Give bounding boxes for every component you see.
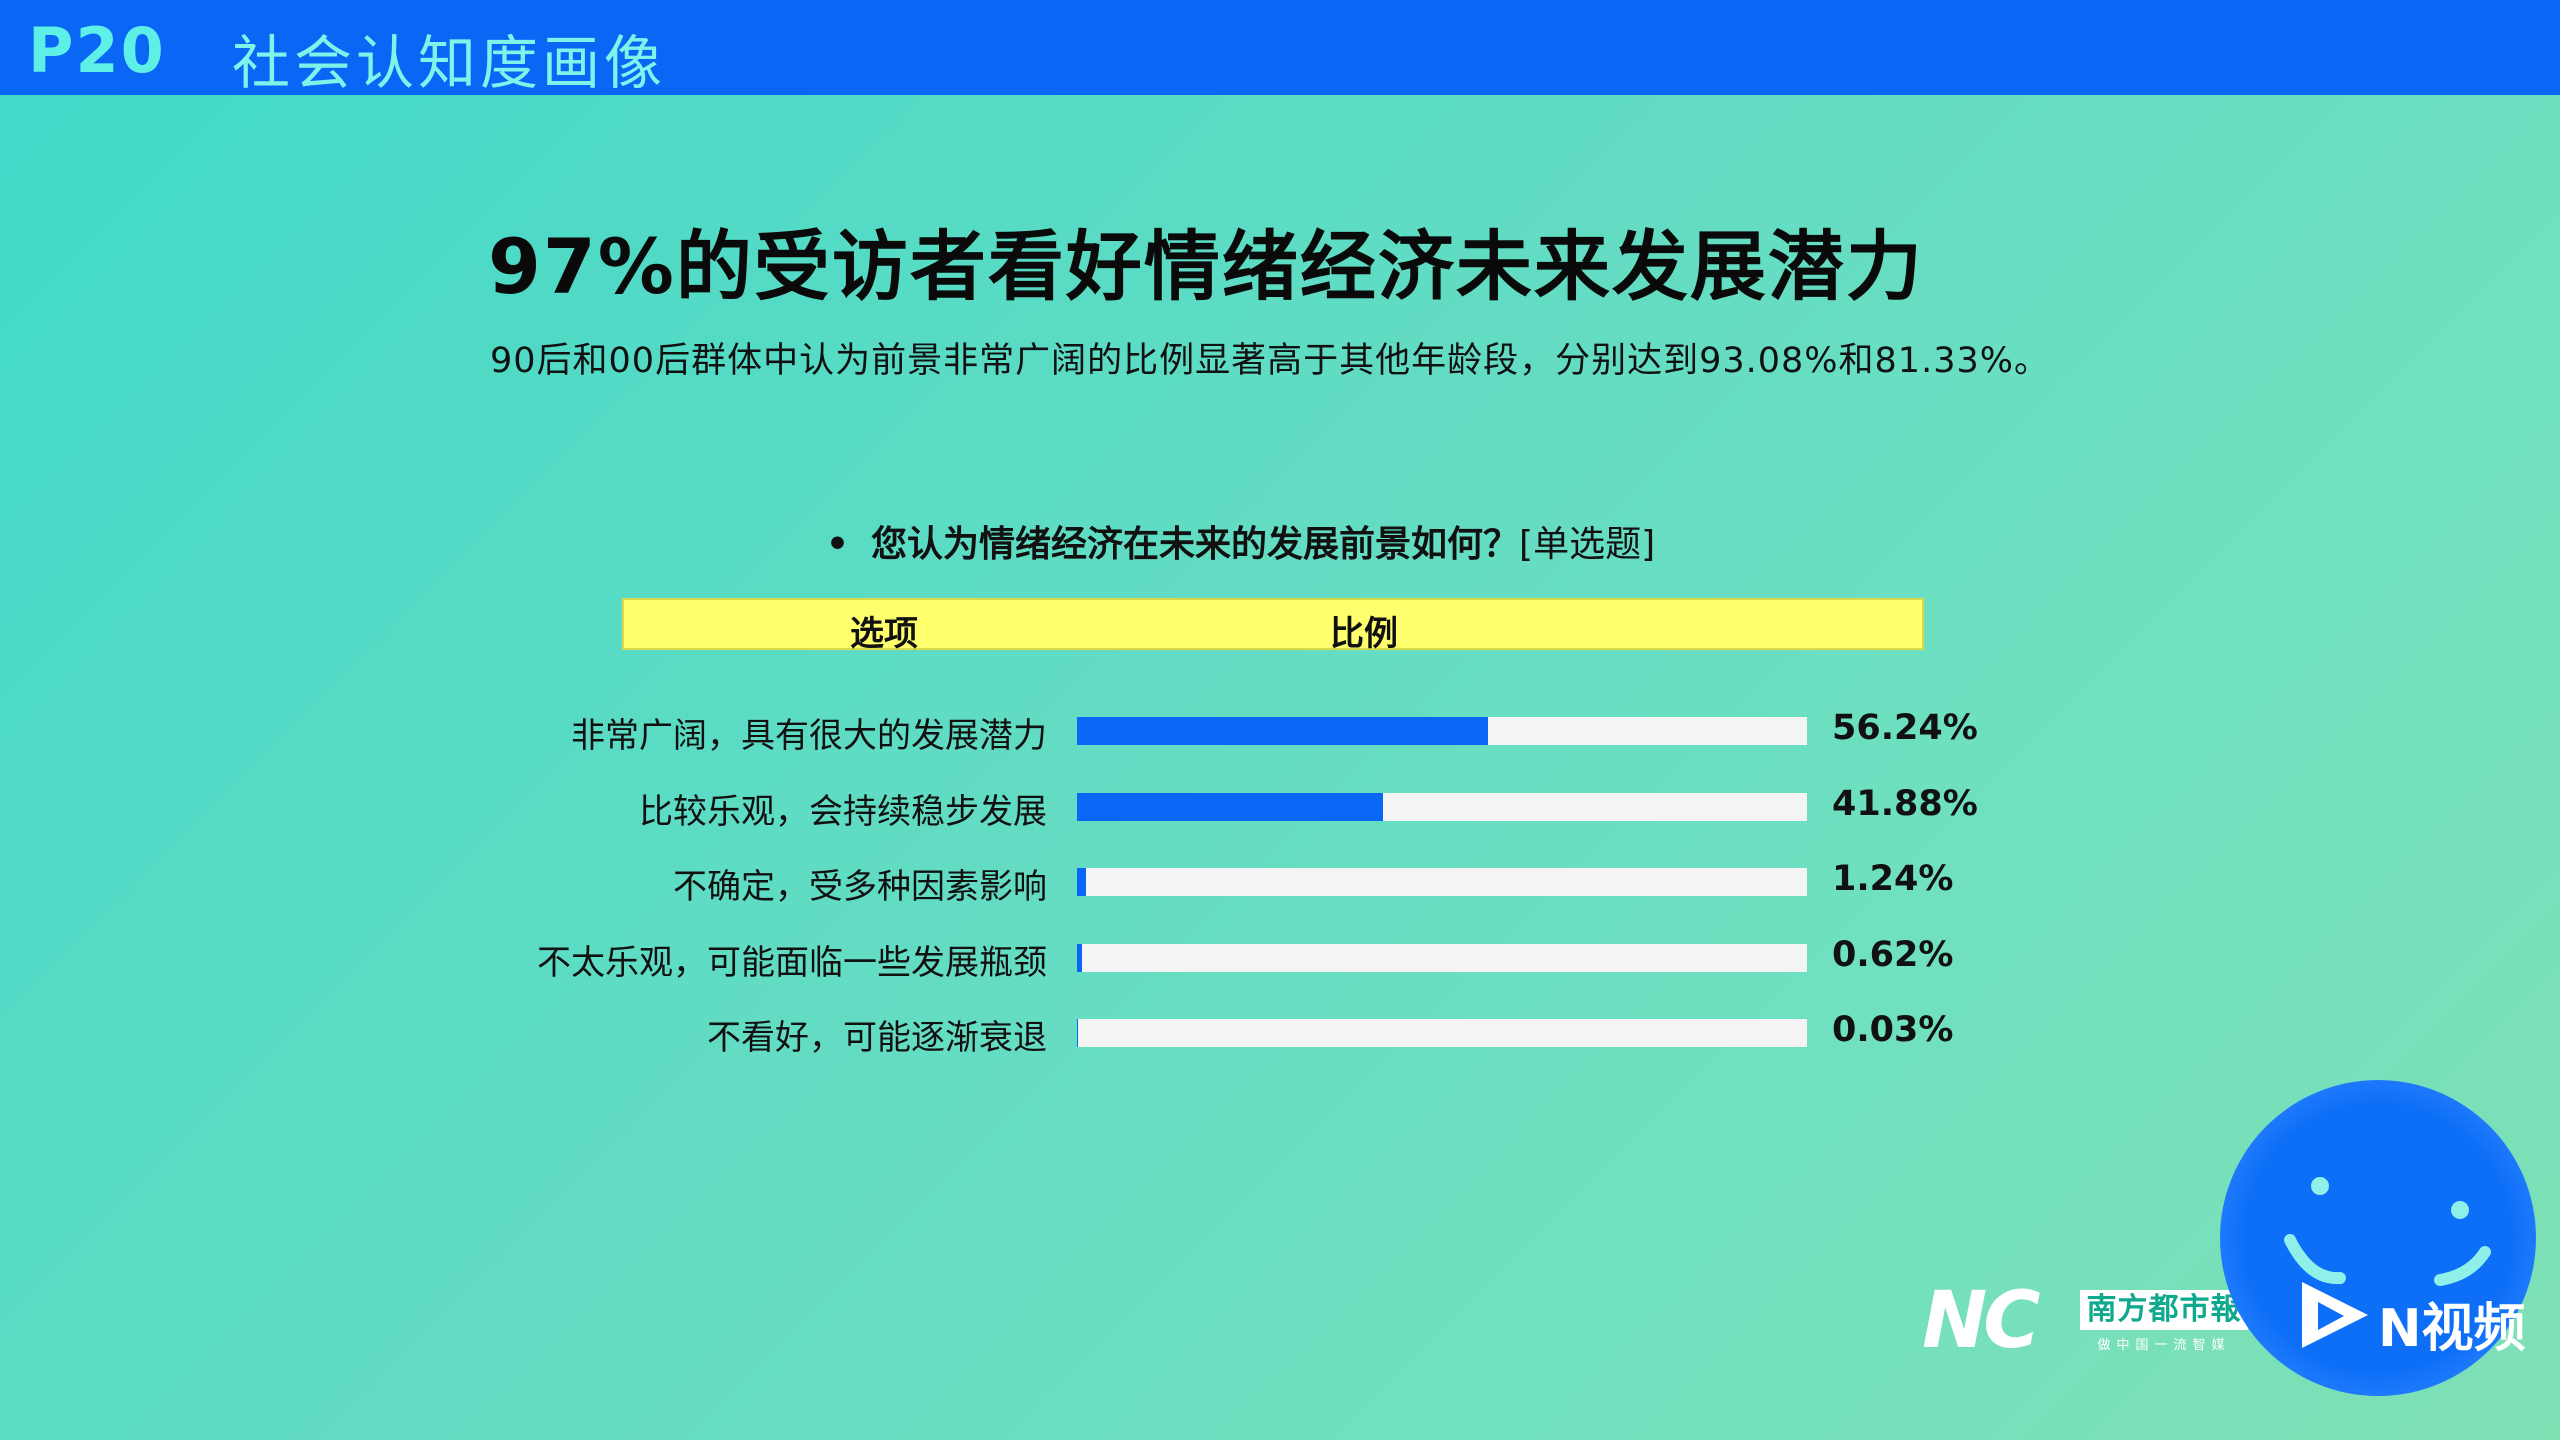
question-text: 您认为情绪经济在未来的发展前景如何？ — [871, 524, 1520, 565]
section-title: 社会认知度画像 — [232, 29, 667, 97]
bar — [1077, 717, 1488, 745]
bar-row: 比较乐观，会持续稳步发展 41.88% — [0, 776, 2560, 836]
bar — [1077, 868, 1087, 896]
bar-row: 非常广阔，具有很大的发展潜力 56.24% — [0, 700, 2560, 760]
nc-logo: NC — [1922, 1276, 2041, 1366]
bar-category-label: 比较乐观，会持续稳步发展 — [639, 791, 1047, 832]
header-ratio: 比例 — [1330, 614, 1398, 654]
bar-row: 不确定，受多种因素影响 1.24% — [0, 851, 2560, 911]
bar-track — [1077, 1019, 1807, 1047]
n-video-logo: N视频 — [2298, 1272, 2526, 1361]
bar-row: 不太乐观，可能面临一些发展瓶颈 0.62% — [0, 927, 2560, 987]
bar-value-label: 41.88% — [1832, 783, 1978, 824]
bar-row: 不看好，可能逐渐衰退 0.03% — [0, 1002, 2560, 1062]
smile-icon — [2284, 1177, 2491, 1286]
bar-value-label: 0.62% — [1832, 934, 1954, 975]
bar-category-label: 不确定，受多种因素影响 — [673, 867, 1047, 907]
page-number: P20 — [28, 14, 166, 87]
bar-track — [1077, 792, 1807, 821]
bullet-icon: • — [826, 524, 850, 565]
survey-question: • 您认为情绪经济在未来的发展前景如何？[单选题] — [826, 515, 1655, 567]
page-title: 97%的受访者看好情绪经济未来发展潜力 — [488, 222, 1924, 311]
bar-value-label: 1.24% — [1832, 859, 1954, 899]
bar-track — [1077, 717, 1807, 745]
bar-track — [1077, 868, 1807, 896]
top-bar: P20 社会认知度画像 — [0, 0, 2560, 97]
newspaper-logo: 南方都市報 — [2080, 1290, 2248, 1330]
play-icon — [2302, 1282, 2368, 1348]
bar-value-label: 0.03% — [1832, 1010, 1954, 1050]
newspaper-slogan: 做中国一流智媒 — [2097, 1338, 2231, 1353]
bar-category-label: 非常广阔，具有很大的发展潜力 — [571, 716, 1047, 756]
bar — [1077, 792, 1383, 821]
bar — [1077, 943, 1082, 972]
bar-value-label: 56.24% — [1832, 708, 1978, 748]
brand-circle — [2220, 1080, 2536, 1396]
header-option: 选项 — [850, 614, 918, 654]
question-type: [单选题] — [1519, 524, 1656, 565]
bar-track — [1077, 943, 1807, 972]
bar-category-label: 不太乐观，可能面临一些发展瓶颈 — [537, 942, 1047, 983]
bar-category-label: 不看好，可能逐渐衰退 — [707, 1018, 1047, 1058]
table-header: 选项 比例 — [622, 598, 1924, 654]
page-subtitle: 90后和00后群体中认为前景非常广阔的比例显著高于其他年龄段，分别达到93.08… — [490, 341, 2050, 381]
n-video-label: N视频 — [2378, 1299, 2526, 1359]
